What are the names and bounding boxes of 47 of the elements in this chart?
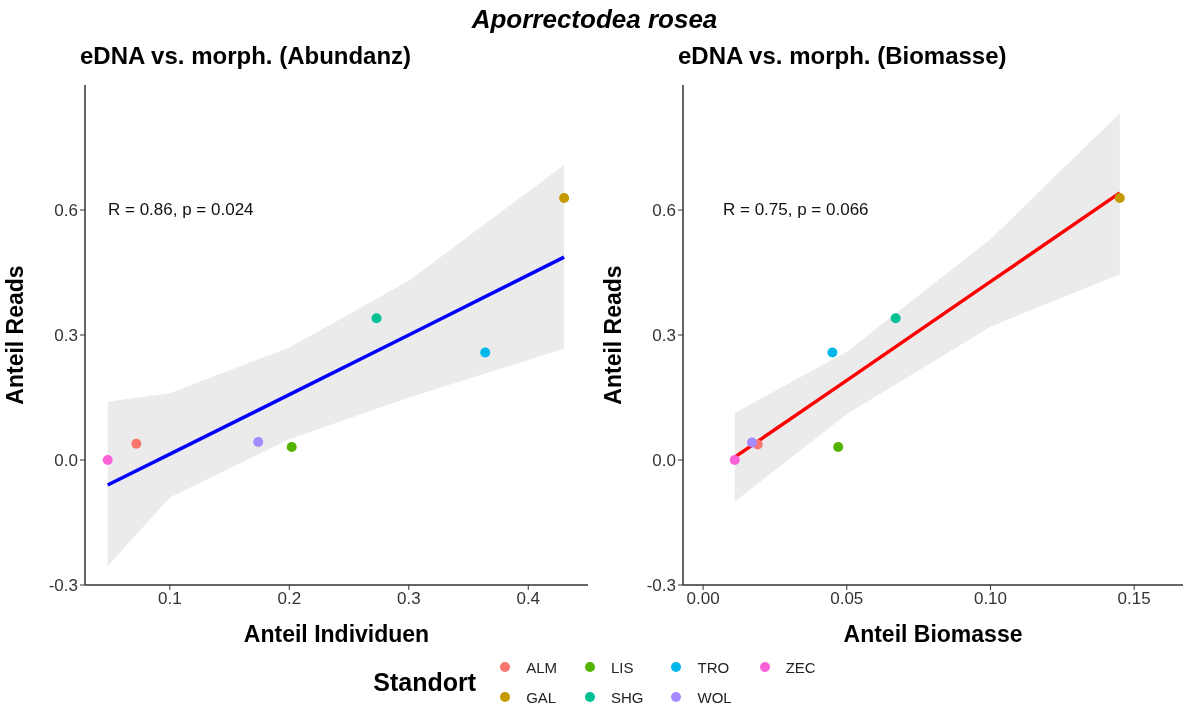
legend-title: Standort <box>373 667 477 697</box>
x-tick-label: 0.10 <box>973 589 1008 609</box>
x-tick-label: 0.1 <box>158 589 182 609</box>
x-tick-label: 0.2 <box>277 589 302 609</box>
legend-label: GAL <box>526 688 557 706</box>
point <box>559 192 570 203</box>
y-tick-label: 0.3 <box>54 326 78 346</box>
y-tick-label: -0.3 <box>48 576 78 596</box>
legend-label: WOL <box>697 688 732 706</box>
x-tick-label: 0.05 <box>830 589 864 609</box>
x-tick-label: 0.4 <box>516 589 541 609</box>
point <box>890 313 901 324</box>
y-tick-label: 0.3 <box>652 326 676 346</box>
x-axis-title: Anteil Biomasse <box>843 621 1023 647</box>
chart-title: Aporrectodea rosea <box>470 4 719 35</box>
point <box>833 442 844 453</box>
point <box>827 347 838 358</box>
point <box>729 455 740 465</box>
legend-label: TRO <box>697 658 730 676</box>
point <box>480 347 491 358</box>
y-axis-title: Anteil Reads <box>600 265 627 405</box>
point <box>371 313 382 324</box>
x-tick-label: 0.00 <box>686 589 720 609</box>
point <box>746 437 757 448</box>
y-tick-label: -0.3 <box>646 576 676 596</box>
y-tick-label: 0.0 <box>54 451 78 471</box>
y-tick-label: 0.6 <box>652 201 676 221</box>
legend-label: SHG <box>610 688 644 706</box>
line-series <box>105 255 566 487</box>
point <box>102 455 113 465</box>
legend-label: LIS <box>610 658 634 676</box>
point <box>286 442 297 453</box>
legend-label: ZEC <box>785 658 816 676</box>
point <box>131 438 142 449</box>
y-tick-label: 0.0 <box>652 451 676 471</box>
point <box>253 437 264 448</box>
chart-subtitle: eDNA vs. morph. (Biomasse) <box>678 42 1007 70</box>
legend-label: ALM <box>526 658 557 676</box>
point <box>1114 192 1125 203</box>
x-tick-label: 0.3 <box>396 589 421 609</box>
y-axis-title: Anteil Reads <box>2 265 29 405</box>
x-axis-title: Anteil Individuen <box>243 621 430 647</box>
y-tick-label: 0.6 <box>54 201 78 221</box>
annotation: R = 0.75, p = 0.066 <box>723 200 869 220</box>
chart-subtitle: eDNA vs. morph. (Abundanz) <box>80 42 412 70</box>
x-tick-label: 0.15 <box>1117 589 1151 609</box>
annotation: R = 0.86, p = 0.024 <box>108 200 254 220</box>
